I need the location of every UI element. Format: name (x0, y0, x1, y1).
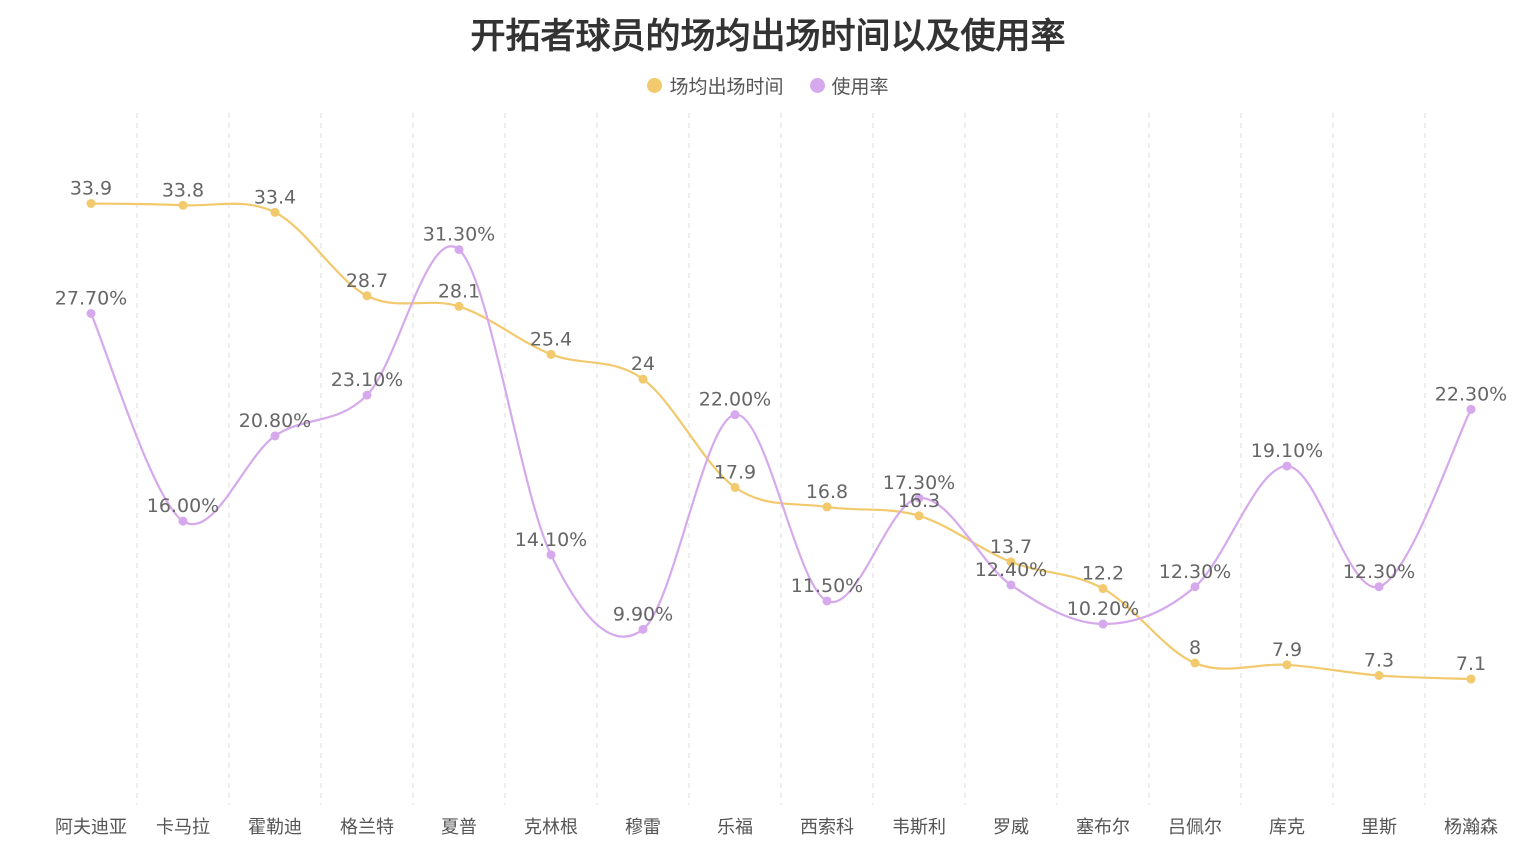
data-point-usage[interactable] (638, 624, 648, 634)
data-label-minutes: 7.1 (1456, 653, 1486, 675)
data-label-usage: 31.30% (423, 224, 495, 246)
data-point-usage[interactable] (1190, 582, 1200, 592)
data-point-minutes[interactable] (1466, 674, 1476, 684)
x-tick-label: 霍勒迪 (248, 817, 302, 838)
data-point-minutes[interactable] (1006, 557, 1016, 567)
data-label-usage: 19.10% (1251, 440, 1323, 462)
legend-label-usage: 使用率 (831, 76, 889, 98)
data-point-usage[interactable] (86, 309, 96, 319)
series-line-usage (89, 245, 1472, 638)
data-point-minutes[interactable] (1282, 660, 1292, 670)
data-point-usage[interactable] (362, 390, 372, 400)
data-label-minutes: 33.8 (162, 179, 204, 201)
x-tick-label: 克林根 (524, 817, 578, 838)
data-point-minutes[interactable] (178, 200, 188, 210)
data-label-minutes: 28.7 (346, 270, 388, 292)
data-label-minutes: 12.2 (1082, 563, 1124, 585)
data-label-minutes: 33.9 (70, 177, 112, 199)
data-label-usage: 22.00% (699, 389, 771, 411)
data-point-usage[interactable] (1282, 461, 1292, 471)
chart-title: 开拓者球员的场均出场时间以及使用率 (470, 17, 1066, 57)
data-label-usage: 14.10% (515, 529, 587, 551)
data-label-minutes: 33.4 (254, 186, 296, 208)
x-tick-label: 阿夫迪亚 (55, 817, 127, 838)
data-point-usage[interactable] (1098, 619, 1108, 629)
data-labels: 33.9 33.8 33.4 28.7 28.1 25.4 24 17.9 16.8 16.3 13… (55, 177, 1507, 675)
data-point-usage[interactable] (1374, 582, 1384, 592)
x-tick-label: 里斯 (1361, 817, 1397, 838)
x-tick-label: 格兰特 (340, 817, 394, 838)
data-label-usage: 23.10% (331, 369, 403, 391)
x-tick-label: 杨瀚森 (1444, 817, 1498, 838)
data-point-usage[interactable] (270, 431, 280, 441)
x-tick-label: 库克 (1269, 817, 1305, 838)
data-label-usage: 17.30% (883, 472, 955, 494)
data-point-minutes[interactable] (822, 502, 832, 512)
data-point-usage[interactable] (1006, 580, 1016, 590)
data-point-minutes[interactable] (1098, 584, 1108, 594)
x-tick-label: 穆雷 (625, 817, 661, 838)
data-label-usage: 20.80% (239, 410, 311, 432)
series-points (86, 198, 1476, 684)
data-label-usage: 22.30% (1435, 383, 1507, 405)
data-label-minutes: 28.1 (438, 280, 480, 302)
x-tick-label: 韦斯利 (892, 817, 946, 838)
data-point-minutes[interactable] (546, 349, 556, 359)
legend-dot-usage (809, 78, 825, 93)
x-tick-label: 吕佩尔 (1168, 817, 1222, 838)
x-axis: 阿夫迪亚 卡马拉 霍勒迪 格兰特 夏普 克林根 穆雷 乐福 西索科 韦斯利 罗威 塞布尔 吕佩尔 库克 里斯… (55, 817, 1498, 838)
data-label-minutes: 16.3 (898, 490, 940, 512)
data-point-minutes[interactable] (454, 301, 464, 311)
data-point-usage[interactable] (730, 410, 740, 420)
x-tick-label: 乐福 (717, 817, 753, 838)
data-point-minutes[interactable] (86, 198, 96, 208)
series-line-minutes (90, 202, 1472, 681)
data-point-minutes[interactable] (638, 374, 648, 384)
data-label-usage: 27.70% (55, 288, 127, 310)
legend-label-minutes: 场均出场时间 (669, 76, 784, 98)
data-label-usage: 12.30% (1343, 561, 1415, 583)
x-tick-label: 夏普 (441, 817, 477, 838)
data-point-usage[interactable] (1466, 404, 1476, 414)
legend-dot-minutes (647, 78, 663, 93)
data-label-usage: 16.00% (147, 495, 219, 517)
data-point-usage[interactable] (822, 596, 832, 606)
x-tick-label: 西索科 (800, 817, 854, 838)
data-point-minutes[interactable] (730, 482, 740, 492)
legend: 场均出场时间 使用率 (0, 72, 1536, 99)
legend-item-usage[interactable]: 使用率 (809, 72, 889, 99)
data-point-minutes[interactable] (270, 207, 280, 217)
data-point-usage[interactable] (454, 245, 464, 255)
data-label-usage: 12.30% (1159, 561, 1231, 583)
data-point-minutes[interactable] (1190, 658, 1200, 668)
data-label-usage: 9.90% (613, 603, 673, 625)
x-tick-label: 罗威 (993, 817, 1029, 838)
x-tick-label: 塞布尔 (1076, 817, 1130, 838)
data-label-minutes: 7.3 (1364, 649, 1394, 671)
grid-lines (136, 113, 1426, 805)
data-label-minutes: 7.9 (1272, 639, 1302, 661)
data-point-minutes[interactable] (362, 291, 372, 301)
data-label-minutes: 16.8 (806, 481, 848, 503)
data-point-usage[interactable] (546, 550, 556, 560)
data-label-minutes: 17.9 (714, 461, 756, 483)
data-point-usage[interactable] (178, 516, 188, 526)
data-point-minutes[interactable] (1374, 670, 1384, 680)
data-label-minutes: 13.7 (990, 536, 1032, 558)
data-label-minutes: 8 (1189, 637, 1201, 659)
data-label-usage: 11.50% (791, 575, 863, 597)
series-lines (89, 202, 1472, 681)
data-point-usage[interactable] (914, 493, 924, 503)
data-label-minutes: 25.4 (530, 328, 572, 350)
data-point-minutes[interactable] (914, 511, 924, 521)
data-label-usage: 12.40% (975, 559, 1047, 581)
x-tick-label: 卡马拉 (156, 817, 210, 838)
legend-item-minutes[interactable]: 场均出场时间 (647, 72, 783, 99)
data-label-usage: 10.20% (1067, 598, 1139, 620)
data-label-minutes: 24 (631, 353, 655, 375)
